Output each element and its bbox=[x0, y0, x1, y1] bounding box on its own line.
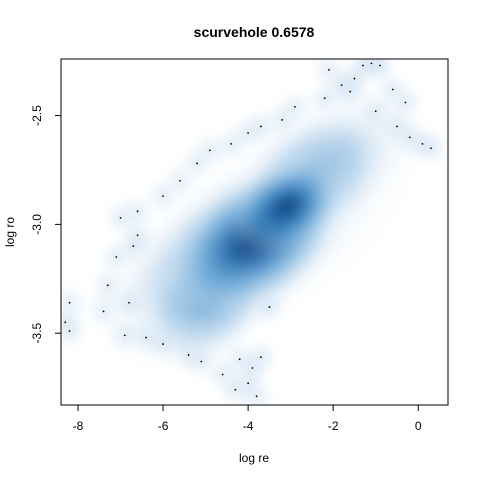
x-tick-label: -2 bbox=[328, 419, 339, 433]
x-axis: -8 -6 -4 -2 0 bbox=[73, 405, 422, 433]
outlier-point bbox=[294, 105, 296, 108]
outlier-point bbox=[408, 136, 411, 139]
x-tick-label: 0 bbox=[415, 419, 422, 433]
outlier-point bbox=[247, 132, 250, 134]
y-tick-label: -2.5 bbox=[30, 105, 44, 126]
outlier-point bbox=[404, 101, 407, 104]
outlier-point bbox=[328, 68, 330, 71]
outlier-point bbox=[132, 245, 135, 248]
y-tick-label: -3.0 bbox=[30, 214, 44, 235]
y-axis-label: log ro bbox=[3, 217, 17, 247]
outlier-point bbox=[200, 360, 203, 363]
outlier-point bbox=[340, 84, 343, 87]
outlier-point bbox=[281, 119, 284, 121]
outlier-point bbox=[421, 142, 424, 145]
outlier-halo bbox=[61, 320, 81, 343]
outlier-point bbox=[430, 147, 432, 150]
outlier-halo bbox=[245, 385, 268, 405]
outlier-point bbox=[128, 301, 130, 304]
outlier-point bbox=[64, 321, 67, 324]
outlier-halo bbox=[61, 291, 81, 314]
outlier-point bbox=[106, 284, 109, 287]
outlier-point bbox=[230, 142, 233, 145]
outlier-point bbox=[187, 354, 190, 356]
outlier-point bbox=[162, 343, 164, 345]
outlier-point bbox=[179, 179, 181, 182]
outlier-point bbox=[251, 367, 254, 369]
y-tick-label: -3.5 bbox=[30, 323, 44, 344]
outlier-point bbox=[115, 256, 118, 258]
outlier-points bbox=[64, 62, 432, 398]
outlier-point bbox=[119, 216, 122, 219]
x-tick-label: -6 bbox=[158, 419, 169, 433]
density-layer bbox=[61, 59, 442, 405]
outlier-point bbox=[391, 88, 394, 91]
outlier-point bbox=[68, 301, 71, 304]
outlier-point bbox=[162, 195, 164, 197]
outlier-point bbox=[268, 306, 271, 308]
outlier-point bbox=[370, 62, 373, 65]
chart-title: scurvehole 0.6578 bbox=[194, 24, 315, 40]
x-axis-label: log re bbox=[239, 451, 269, 465]
outlier-point bbox=[145, 336, 147, 339]
outlier-point bbox=[196, 162, 198, 165]
outlier-point bbox=[136, 234, 139, 237]
outlier-point bbox=[259, 356, 262, 359]
outlier-point bbox=[234, 388, 237, 391]
outlier-point bbox=[238, 358, 241, 361]
outlier-point bbox=[255, 395, 258, 398]
outlier-point bbox=[353, 77, 356, 80]
outlier-point bbox=[136, 210, 139, 213]
outlier-point bbox=[102, 310, 105, 313]
outlier-point bbox=[208, 149, 211, 152]
outlier-point bbox=[349, 90, 352, 93]
outlier-point bbox=[247, 382, 250, 385]
outlier-point bbox=[259, 125, 262, 128]
outlier-point bbox=[68, 330, 71, 332]
plot-frame bbox=[60, 58, 449, 406]
outlier-point bbox=[374, 110, 377, 113]
outlier-point bbox=[379, 64, 381, 67]
density-blob bbox=[231, 158, 342, 256]
outlier-point bbox=[323, 97, 326, 100]
outlier-point bbox=[362, 64, 364, 67]
y-axis: -3.5 -3.0 -2.5 bbox=[30, 105, 61, 344]
outlier-point bbox=[396, 125, 398, 128]
x-tick-label: -4 bbox=[243, 419, 254, 433]
outlier-point bbox=[123, 334, 126, 337]
outlier-point bbox=[221, 373, 224, 376]
x-tick-label: -8 bbox=[73, 419, 84, 433]
